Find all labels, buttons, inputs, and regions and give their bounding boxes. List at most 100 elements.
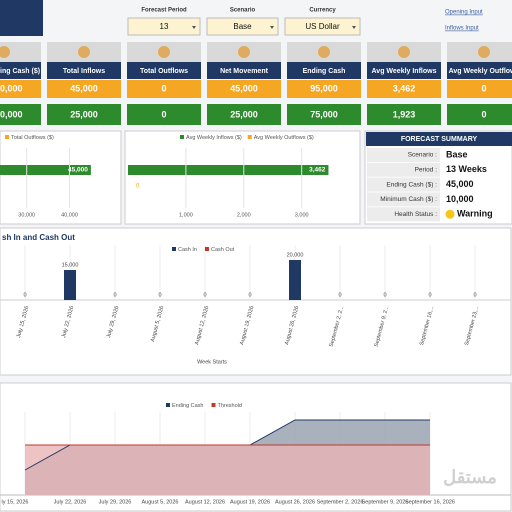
value-label: 0 <box>338 292 341 298</box>
dropdown[interactable] <box>284 17 361 36</box>
x-tick-label: 30,000 <box>18 212 35 218</box>
kpi-value: 0 <box>161 83 166 93</box>
panel <box>124 130 361 225</box>
value-label: 15,000 <box>62 262 79 268</box>
kpi-icon <box>398 46 410 58</box>
kpi-value: 0 <box>481 83 486 93</box>
legend-label: Cash Out <box>211 247 235 253</box>
link[interactable]: Opening Input <box>445 10 483 16</box>
x-tick-label: July 29, 2026 <box>99 499 132 505</box>
kpi-icon <box>238 46 250 58</box>
x-tick-label: 40,000 <box>61 212 78 218</box>
dropdown[interactable] <box>206 17 279 36</box>
control-label: Forecast Period <box>141 8 187 14</box>
x-tick-label: 3,000 <box>295 212 309 218</box>
summary-label: Minimum Cash ($) : <box>380 196 437 203</box>
legend-swatch <box>172 247 176 251</box>
kpi-icon <box>318 46 330 58</box>
kpi-header <box>367 62 441 79</box>
kpi-label: Avg Weekly Outflows <box>449 68 512 75</box>
summary-value: 13 Weeks <box>446 164 487 174</box>
dropdown[interactable] <box>127 17 201 36</box>
kpi-header <box>0 62 41 79</box>
bar <box>0 165 91 175</box>
control-label: Scenario <box>230 8 256 14</box>
legend-label: Total Outflows ($) <box>11 135 54 141</box>
legend-swatch <box>211 403 216 407</box>
kpi-value-box <box>207 80 281 98</box>
x-tick-label: September 2, 2026 <box>317 499 364 505</box>
kpi-value: 1,923 <box>393 109 416 119</box>
value-label: 0 <box>383 292 386 298</box>
legend-label: Cash In <box>178 247 197 253</box>
kpi-label: Total Outflows <box>140 68 188 75</box>
summary-label-cell <box>367 207 440 222</box>
kpi-value: 45,000 <box>230 83 258 93</box>
value-label: 0 <box>23 292 26 298</box>
kpi-value-box <box>367 80 441 98</box>
dropdown-value[interactable]: US Dollar <box>305 22 340 31</box>
summary-value: Base <box>446 149 468 159</box>
panel <box>0 227 512 376</box>
kpi-header <box>447 62 512 79</box>
value-label: 0 <box>248 292 251 298</box>
kpi-value-box <box>0 104 41 125</box>
x-tick-label: ly 15, 2026 <box>2 499 29 505</box>
plot <box>0 165 91 175</box>
x-tick-label: August 26, 2026 <box>275 499 315 505</box>
dropdown-value[interactable]: 13 <box>160 22 169 31</box>
kpi-value-box <box>287 104 361 125</box>
x-tick-label: August 19, 2026 <box>230 499 270 505</box>
kpi-value: 45,000 <box>70 83 98 93</box>
value-label: 0 <box>113 292 116 298</box>
kpi-icon <box>478 46 490 58</box>
kpi-value-box <box>207 104 281 125</box>
legend-label: Ending Cash <box>172 403 204 409</box>
kpi-header <box>287 62 361 79</box>
kpi-value-box <box>47 104 121 125</box>
dropdown-arrow <box>352 26 356 29</box>
summary-label-cell <box>367 148 440 162</box>
kpi-header <box>207 62 281 79</box>
kpi-label: Ending Cash <box>303 68 346 75</box>
summary-title: FORECAST SUMMARY <box>401 136 478 143</box>
legend-swatch <box>247 135 252 139</box>
kpi-icon <box>158 46 170 58</box>
kpi-value: 0,000 <box>0 83 23 93</box>
kpi-icon <box>0 46 10 58</box>
dropdown-value[interactable]: Base <box>233 22 252 31</box>
x-tick-label: 2,000 <box>237 212 251 218</box>
summary-label: Health Status : <box>394 211 437 218</box>
kpi-value-box <box>0 80 41 98</box>
x-tick-label: August 5, 2026 <box>141 499 178 505</box>
kpi-value: 25,000 <box>230 109 258 119</box>
summary-label-cell <box>367 192 440 207</box>
chart-title: sh In and Cash Out <box>2 233 75 242</box>
kpi-value-box <box>447 80 512 98</box>
legend-label: Avg Weekly Outflows ($) <box>254 135 314 141</box>
status-dot <box>445 209 455 219</box>
dropdown-arrow <box>270 26 274 29</box>
kpi-icon <box>78 46 90 58</box>
kpi-label: ing Cash ($) <box>0 68 40 75</box>
kpi-value-box <box>367 104 441 125</box>
x-tick-label: September 16, 2026 <box>405 499 455 505</box>
kpi-label: Net Movement <box>220 68 269 75</box>
summary-header <box>366 132 512 146</box>
x-tick-label: September 9, 2026 <box>362 499 409 505</box>
kpi-value: 0 <box>161 109 166 119</box>
legend-swatch <box>180 135 184 139</box>
kpi-icon-area <box>0 42 41 62</box>
bar <box>64 270 76 300</box>
x-tick-label: July 22, 2026 <box>54 499 87 505</box>
summary-label: Period : <box>415 167 438 174</box>
kpi-value-box <box>127 80 201 98</box>
value-label: 0 <box>136 184 140 190</box>
value-label: 0 <box>203 292 206 298</box>
kpi-value: 3,462 <box>393 83 416 93</box>
legend-label: Avg Weekly Inflows ($) <box>186 135 242 141</box>
value-label: 45,000 <box>68 167 88 174</box>
logo-block <box>0 0 43 36</box>
link[interactable]: Inflows Input <box>445 26 479 32</box>
